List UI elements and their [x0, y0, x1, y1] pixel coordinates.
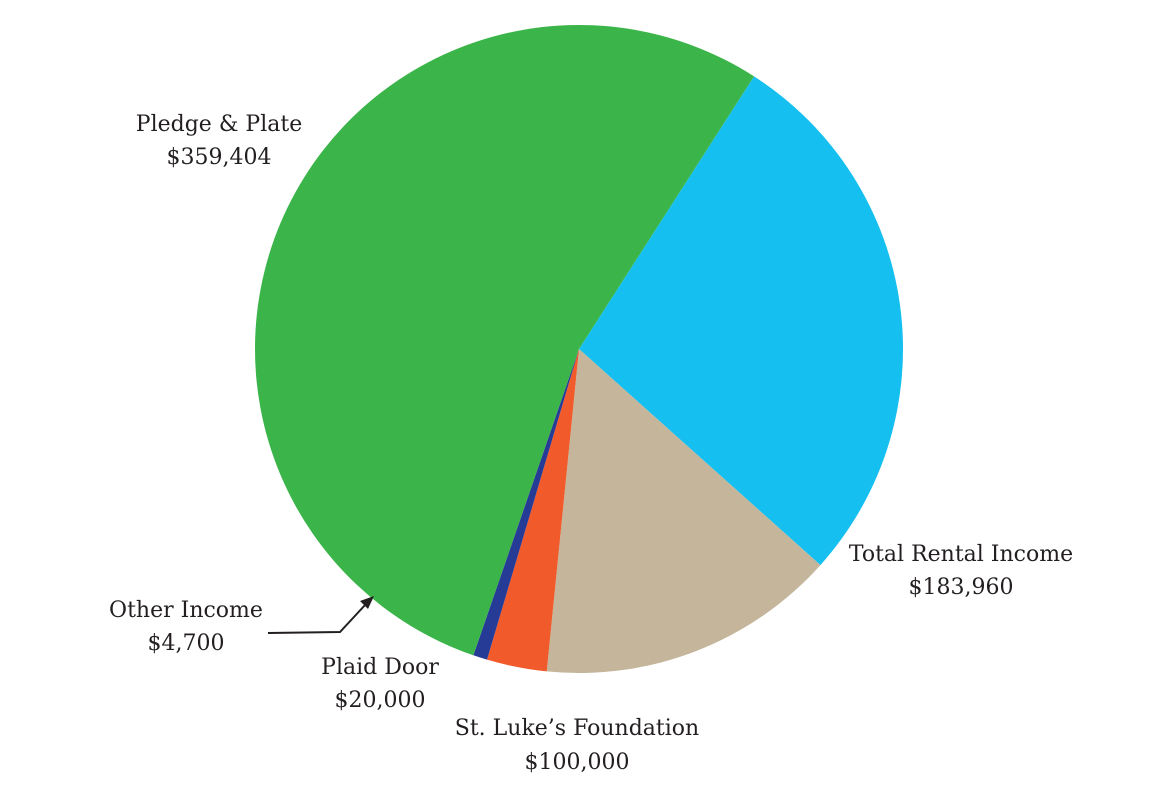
slice-other-income — [473, 349, 579, 660]
pie-slices — [254, 24, 903, 673]
pledge-plate-label: Pledge & Plate — [136, 112, 302, 137]
other-income-label: Other Income — [109, 598, 263, 623]
plaid-door-label: Plaid Door — [321, 655, 439, 680]
slice-labels: Pledge & Plate $359,404 Total Rental Inc… — [109, 112, 1073, 775]
rental-income-label: Total Rental Income — [849, 542, 1073, 567]
slice-st-lukes-foundation — [546, 349, 821, 673]
st-lukes-foundation-value: $100,000 — [525, 750, 630, 775]
slice-plaid-door — [487, 349, 579, 672]
slice-pledge-plate — [254, 24, 755, 656]
plaid-door-value: $20,000 — [335, 688, 426, 713]
other-income-leader-arrow — [267, 603, 367, 634]
st-lukes-foundation-label: St. Luke’s Foundation — [455, 716, 699, 741]
other-income-arrowhead — [360, 596, 374, 609]
rental-income-value: $183,960 — [909, 575, 1014, 600]
other-income-value: $4,700 — [148, 631, 225, 656]
slice-total-rental-income — [579, 76, 903, 566]
pledge-plate-value: $359,404 — [167, 145, 272, 170]
